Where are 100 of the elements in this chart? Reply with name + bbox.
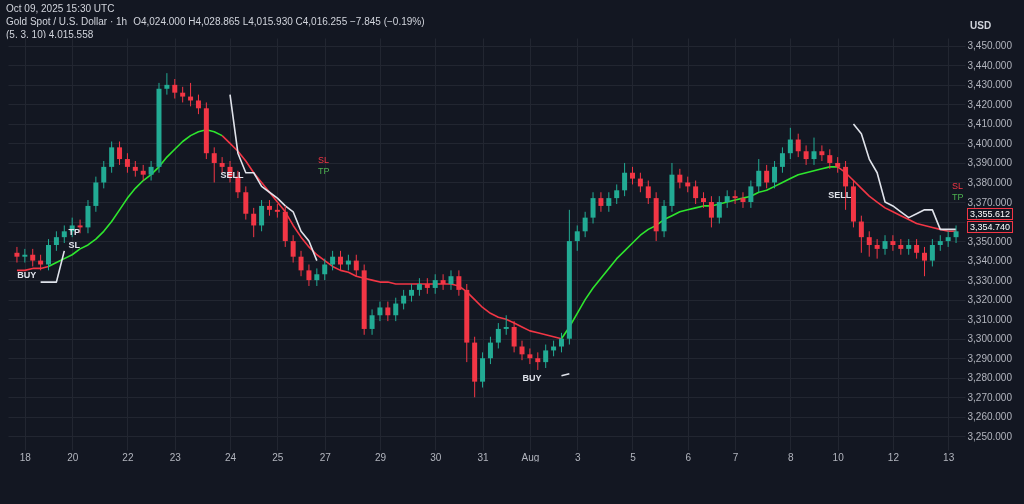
candlestick xyxy=(764,164,770,189)
text: 3,354.740 xyxy=(967,221,1014,233)
annotation: TP xyxy=(952,192,964,202)
candlestick xyxy=(298,250,304,277)
candlestick xyxy=(582,211,588,238)
candlestick xyxy=(519,340,525,361)
candlestick xyxy=(85,199,91,234)
candlestick xyxy=(393,297,399,322)
candlestick xyxy=(109,140,115,174)
candlestick xyxy=(574,224,580,252)
x-tick-label: 29 xyxy=(374,451,387,463)
candlestick xyxy=(503,314,509,336)
candlestick xyxy=(787,127,793,160)
candlestick xyxy=(101,160,107,189)
annotation: TP xyxy=(68,226,80,237)
y-tick-label: 3,300.000 xyxy=(967,333,1013,345)
text: Oct 09, 2025 15:30 UTC xyxy=(6,3,115,14)
candlestick xyxy=(456,269,462,297)
annotation: SL xyxy=(318,155,330,165)
y-tick-label: 3,310.000 xyxy=(967,313,1013,325)
candlestick xyxy=(53,230,59,252)
candlestick xyxy=(211,146,217,183)
candlestick xyxy=(645,180,651,205)
candlestick xyxy=(921,246,927,277)
candlestick xyxy=(195,94,201,115)
candlestick xyxy=(622,162,628,197)
candlestick xyxy=(46,238,52,271)
x-tick-label: 27 xyxy=(319,451,332,463)
candlestick xyxy=(637,172,643,193)
candlestick xyxy=(598,191,604,213)
x-tick-label: 13 xyxy=(943,451,955,463)
candlestick xyxy=(614,183,620,205)
candlestick xyxy=(606,191,612,213)
x-tick-label: 22 xyxy=(122,451,134,463)
candlestick xyxy=(890,234,896,252)
y-tick-label: 3,430.000 xyxy=(967,79,1013,91)
candlestick xyxy=(14,246,20,264)
candlestick xyxy=(953,224,959,244)
chart-title: Gold Spot / U.S. Dollar · 1h xyxy=(6,16,128,27)
x-tick-label: 18 xyxy=(19,451,32,463)
candlestick xyxy=(401,289,407,310)
x-tick-label: 10 xyxy=(832,451,845,463)
candlestick xyxy=(914,238,920,260)
candlestick xyxy=(148,160,154,182)
y-tick-label: 3,280.000 xyxy=(967,372,1013,384)
candlestick xyxy=(251,207,257,238)
candlestick xyxy=(772,160,778,189)
y-tick-label: 3,290.000 xyxy=(967,352,1013,364)
candlestick xyxy=(740,191,746,209)
candlestick xyxy=(369,308,375,336)
candlestick xyxy=(527,347,533,365)
annotation: TP xyxy=(318,166,330,176)
candlestick xyxy=(338,250,343,271)
candlestick xyxy=(385,301,391,322)
candlestick xyxy=(803,144,809,166)
candlestick xyxy=(779,146,785,174)
x-tick-label: 25 xyxy=(272,451,284,463)
candlestick xyxy=(219,156,225,174)
candlestick xyxy=(322,258,328,281)
y-tick-label: 3,450.000 xyxy=(967,40,1013,52)
y-tick-label: 3,390.000 xyxy=(967,157,1013,169)
candlestick xyxy=(858,215,864,254)
candlestick xyxy=(874,238,880,260)
candlestick xyxy=(306,264,312,287)
candlestick xyxy=(756,158,762,193)
candlestick xyxy=(487,336,493,365)
y-tick-label: 3,420.000 xyxy=(967,98,1013,110)
candlestick xyxy=(558,332,564,353)
candlestick xyxy=(172,78,178,100)
candlestick xyxy=(93,176,99,213)
candlestick xyxy=(290,234,296,264)
y-tick-label: 3,380.000 xyxy=(967,176,1013,188)
x-tick-label: 20 xyxy=(67,451,79,463)
annotation: SL xyxy=(68,240,81,251)
candlestick xyxy=(708,195,714,228)
x-tick-label: Aug xyxy=(521,451,540,463)
x-tick-label: 5 xyxy=(630,451,637,463)
y-tick-label: 3,330.000 xyxy=(967,274,1013,286)
chart-subtitle: O4,024.000 H4,028.865 L4,015.930 C4,016.255 −7.845 (−0.19%) xyxy=(133,16,425,27)
candlestick xyxy=(866,230,872,258)
candlestick xyxy=(590,191,596,224)
candlestick xyxy=(124,152,130,174)
x-tick-label: 8 xyxy=(788,451,795,463)
y-tick-label: 3,440.000 xyxy=(967,59,1013,71)
x-tick-label: 12 xyxy=(887,451,900,463)
x-tick-label: 7 xyxy=(732,451,739,463)
candlestick xyxy=(117,140,123,166)
candlestick xyxy=(330,250,336,271)
x-tick-label: 31 xyxy=(477,451,490,463)
candlestick xyxy=(432,273,438,295)
candlestick xyxy=(819,144,825,162)
y-axis-title: USD xyxy=(970,20,992,31)
candlestick xyxy=(716,195,722,224)
x-tick-label: 30 xyxy=(430,451,442,463)
y-tick-label: 3,340.000 xyxy=(967,255,1013,267)
candlestick xyxy=(495,322,501,349)
x-tick-label: 6 xyxy=(685,451,692,463)
y-tick-label: 3,400.000 xyxy=(967,137,1013,149)
annotation: BUY xyxy=(522,373,542,384)
candlestick xyxy=(480,351,486,389)
